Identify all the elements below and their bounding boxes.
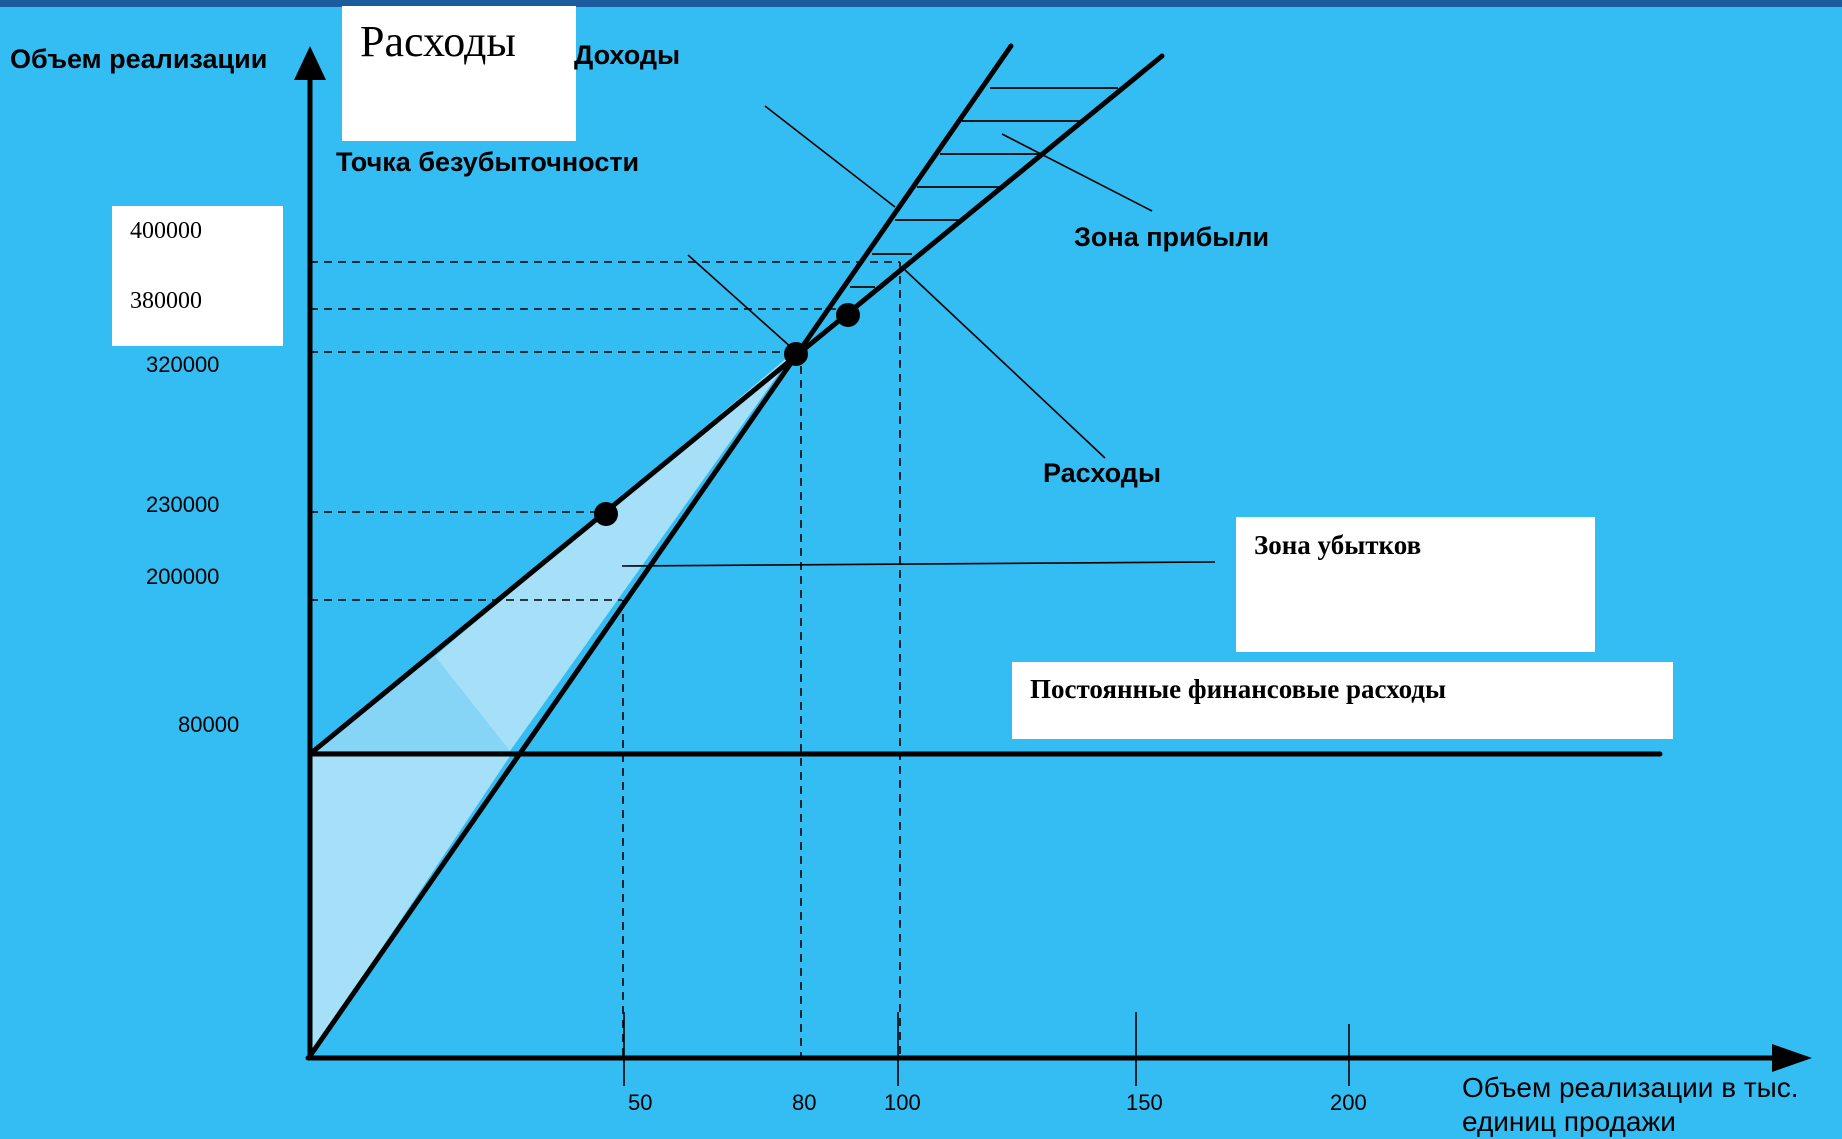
total-costs-line (307, 53, 1165, 757)
breakeven-label: Точка безубыточности (336, 147, 640, 177)
pointer-lines (621, 105, 1216, 567)
point-upper (836, 303, 860, 327)
y-tick-320000: 320000 (146, 352, 220, 377)
x-axis-label-line1: Объем реализации в тыс. (1462, 1072, 1799, 1103)
x-axis-label-line2: единиц продажи (1462, 1106, 1676, 1137)
fixed-cost-fill (310, 656, 510, 751)
expenses-label: Расходы (1043, 458, 1162, 488)
loss-zone-box (1236, 517, 1595, 652)
y-axis-arrow (294, 46, 326, 80)
y-values-box (112, 206, 283, 346)
income-label: Доходы (574, 40, 681, 70)
y-tick-200000: 200000 (146, 564, 220, 589)
y-tick-380000: 380000 (130, 288, 202, 314)
profit-hatching (850, 87, 1118, 288)
x-tick-200: 200 (1330, 1090, 1367, 1115)
y-tick-230000: 230000 (146, 492, 220, 517)
key-points (594, 303, 860, 526)
y-axis-label: Объем реализации (10, 44, 268, 74)
profit-zone-label: Зона прибыли (1074, 222, 1270, 252)
breakeven-point (784, 342, 808, 366)
x-tick-100: 100 (884, 1090, 921, 1115)
expenses-box (342, 6, 576, 141)
point-lower (594, 502, 618, 526)
loss-zone-label: Зона убытков (1254, 530, 1422, 560)
x-tick-80: 80 (792, 1090, 817, 1115)
loss-zone-fill (310, 351, 795, 751)
fixed-costs-label: Постоянные финансовые расходы (1030, 674, 1447, 704)
y-tick-80000: 80000 (178, 712, 240, 737)
x-tick-150: 150 (1126, 1090, 1163, 1115)
expenses-box-label: Расходы (360, 17, 516, 66)
x-tick-50: 50 (628, 1090, 653, 1115)
fixed-costs-box (1012, 662, 1673, 739)
y-tick-400000: 400000 (130, 218, 202, 244)
x-axis-arrow (1772, 1044, 1812, 1072)
revenue-line (307, 43, 1014, 1059)
main-lines (305, 43, 1788, 1061)
x-tick-marks (623, 1012, 1350, 1086)
top-bar (0, 0, 1842, 7)
guide-lines (310, 261, 901, 1056)
